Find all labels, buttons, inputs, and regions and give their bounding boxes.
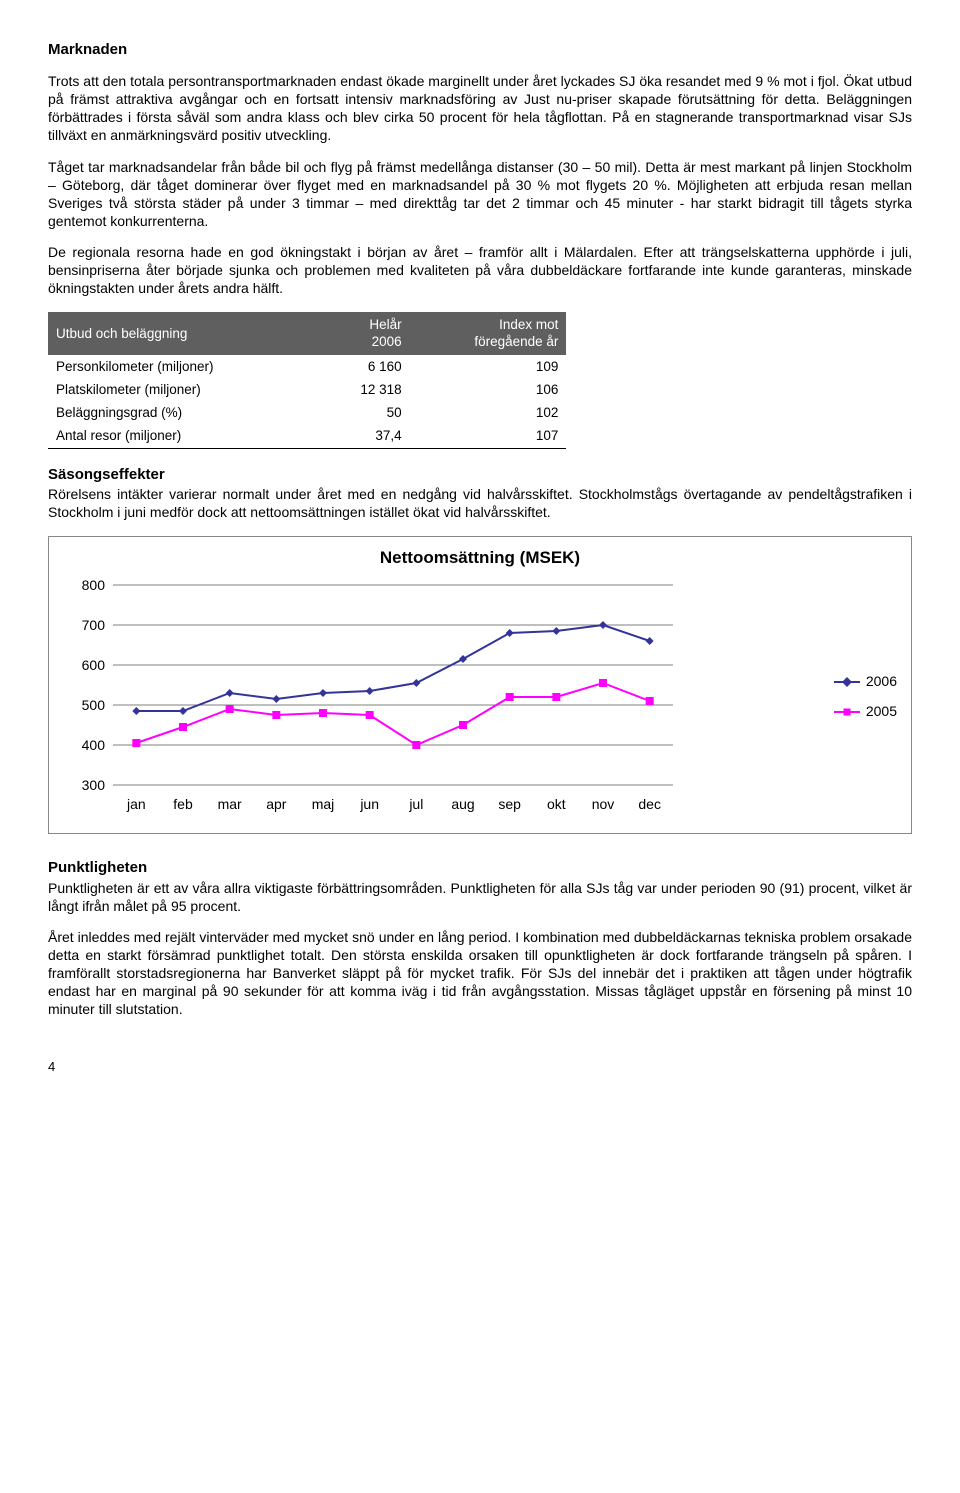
paragraph: Tåget tar marknadsandelar från både bil … xyxy=(48,159,912,231)
cell: 37,4 xyxy=(320,424,410,448)
svg-text:mar: mar xyxy=(218,796,242,812)
legend-swatch xyxy=(834,711,860,713)
svg-text:okt: okt xyxy=(547,796,566,812)
cell: Antal resor (miljoner) xyxy=(48,424,320,448)
table-row: Platskilometer (miljoner) 12 318 106 xyxy=(48,378,566,401)
svg-text:jul: jul xyxy=(408,796,423,812)
th-line1: Index mot xyxy=(499,317,558,332)
chart-plot: 300 400 500 600 700 800 jan feb mar apr maj jun jul a… xyxy=(63,575,822,820)
svg-text:500: 500 xyxy=(82,697,106,713)
svg-text:aug: aug xyxy=(451,796,474,812)
cell: 102 xyxy=(410,401,567,424)
page-number: 4 xyxy=(48,1059,912,1076)
legend-item-2005: 2005 xyxy=(834,703,897,721)
paragraph: De regionala resorna hade en god öknings… xyxy=(48,244,912,298)
cell: 6 160 xyxy=(320,355,410,378)
cell: 12 318 xyxy=(320,378,410,401)
svg-text:feb: feb xyxy=(173,796,193,812)
cell: 50 xyxy=(320,401,410,424)
cell: 109 xyxy=(410,355,567,378)
svg-text:jan: jan xyxy=(126,796,146,812)
cell: Platskilometer (miljoner) xyxy=(48,378,320,401)
paragraph: Trots att den totala persontransportmark… xyxy=(48,73,912,145)
svg-text:maj: maj xyxy=(312,796,335,812)
paragraph: Året inleddes med rejält vinterväder med… xyxy=(48,929,912,1019)
legend-label: 2005 xyxy=(866,703,897,721)
svg-text:apr: apr xyxy=(266,796,287,812)
paragraph: Punktligheten är ett av våra allra vikti… xyxy=(48,880,912,916)
table-header: Index mot föregående år xyxy=(410,312,567,355)
table-row: Antal resor (miljoner) 37,4 107 xyxy=(48,424,566,448)
section-heading-punktligheten: Punktligheten xyxy=(48,858,912,877)
chart-legend: 2006 2005 xyxy=(822,575,897,820)
cell: 106 xyxy=(410,378,567,401)
table-row: Personkilometer (miljoner) 6 160 109 xyxy=(48,355,566,378)
svg-text:nov: nov xyxy=(592,796,615,812)
cell: Personkilometer (miljoner) xyxy=(48,355,320,378)
utbud-table: Utbud och beläggning Helår 2006 Index mo… xyxy=(48,312,566,449)
legend-label: 2006 xyxy=(866,673,897,691)
table-header: Utbud och beläggning xyxy=(48,312,320,355)
cell: 107 xyxy=(410,424,567,448)
table-header: Helår 2006 xyxy=(320,312,410,355)
chart-title: Nettoomsättning (MSEK) xyxy=(63,547,897,569)
svg-text:sep: sep xyxy=(498,796,521,812)
th-line2: föregående år xyxy=(474,334,558,349)
section-heading-marknaden: Marknaden xyxy=(48,40,912,59)
svg-text:700: 700 xyxy=(82,617,106,633)
th-line2: 2006 xyxy=(372,334,402,349)
section-heading-sasongseffekter: Säsongseffekter xyxy=(48,465,912,484)
th-line1: Helår xyxy=(369,317,401,332)
cell: Beläggningsgrad (%) xyxy=(48,401,320,424)
svg-text:600: 600 xyxy=(82,657,106,673)
nettoomsattning-chart: Nettoomsättning (MSEK) 300 400 500 600 700 80… xyxy=(48,536,912,835)
svg-text:dec: dec xyxy=(638,796,661,812)
svg-text:400: 400 xyxy=(82,737,106,753)
table-row: Beläggningsgrad (%) 50 102 xyxy=(48,401,566,424)
chart-svg: 300 400 500 600 700 800 jan feb mar apr maj jun jul a… xyxy=(63,575,683,815)
svg-text:800: 800 xyxy=(82,577,106,593)
svg-text:300: 300 xyxy=(82,777,106,793)
paragraph: Rörelsens intäkter varierar normalt unde… xyxy=(48,486,912,522)
legend-swatch xyxy=(834,681,860,683)
svg-text:jun: jun xyxy=(359,796,379,812)
legend-item-2006: 2006 xyxy=(834,673,897,691)
